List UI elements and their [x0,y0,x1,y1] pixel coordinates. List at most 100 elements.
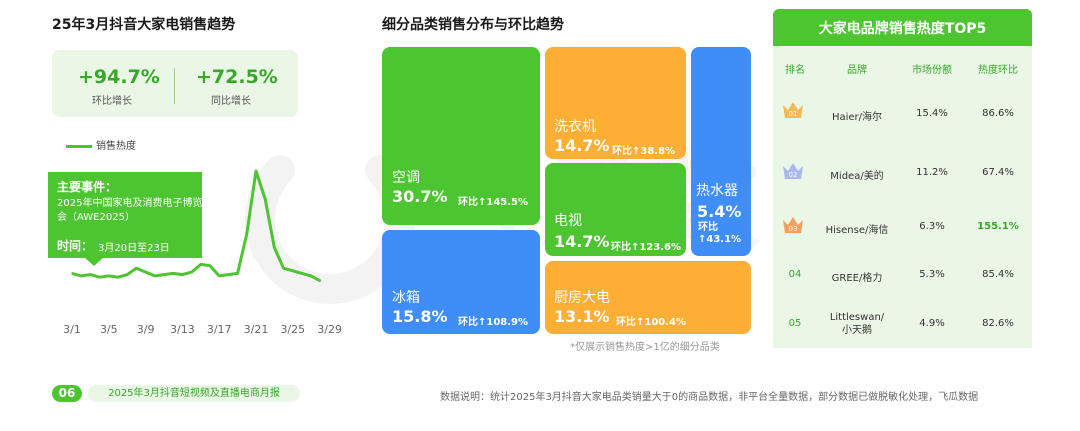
data-point [117,276,119,278]
rank-5: 05 [788,318,802,329]
tile-heater [691,47,751,256]
brand-3: Hisense/海信 [825,225,889,236]
col-share: 市场份额 [912,65,952,76]
tile-ac-name: 空调 [392,170,420,186]
tile-heater-mom: 环比 ↑43.1% [698,222,742,245]
tile-washer-mom: 环比↑38.8% [612,146,676,157]
tile-fridge-mom: 环比↑108.9% [458,317,529,328]
x-tick-label: 3/13 [170,323,195,336]
data-point [301,272,303,275]
data-point [172,272,174,275]
kpi-divider [174,68,175,104]
crown-silver-icon: 02 [783,163,803,179]
data-point [98,276,101,278]
data-point [181,273,184,276]
tile-tv [545,163,686,256]
data-point [108,275,110,277]
x-tick-label: 3/9 [137,323,155,336]
event-title: 主要事件： [57,180,118,194]
data-point [282,267,285,270]
share-3: 6.3% [919,221,945,232]
tile-ac-share: 30.7% [392,187,448,206]
crown-bronze-icon: 03 [783,217,803,233]
x-tick-label: 3/29 [317,323,342,336]
event-description: 2025年中国家电及消费电子博览会（AWE2025） [57,198,203,223]
category-note: *仅展示销售热度>1亿的细分品类 [570,342,720,353]
tile-fridge [382,230,540,334]
tile-ac-mom: 环比↑145.5% [458,197,529,208]
svg-text:02: 02 [789,171,798,179]
tile-fridge-share: 15.8% [392,307,448,326]
data-point [89,273,92,276]
x-tick-label: 3/25 [280,323,305,336]
event-time-label: 时间： [57,239,94,253]
share-2: 11.2% [916,167,948,178]
tile-ac [382,47,540,225]
data-point [292,270,294,272]
data-point [236,272,239,275]
data-point [310,275,313,277]
tile-tv-name: 电视 [554,213,582,229]
crown-gold-icon: 01 [783,102,803,118]
data-point [154,275,156,277]
data-point [80,275,82,277]
data-point [144,271,147,273]
tile-kitchen-mom: 环比↑100.4% [616,317,687,328]
share-4: 5.3% [919,269,945,280]
data-point [71,272,73,275]
top5-title: 大家电品牌销售热度TOP5 [818,21,987,37]
svg-text:01: 01 [789,110,798,118]
data-point [135,267,138,270]
svg-text:03: 03 [789,225,798,233]
legend-line-marker [66,145,92,148]
data-point [264,198,266,200]
report-name: 2025年3月抖音短视频及直播电商月报 [88,385,300,402]
brand-2: Midea/美的 [830,171,884,182]
mom-growth-label: 环比增长 [92,96,132,107]
mom-growth-value: +94.7% [78,66,160,88]
data-point [126,273,128,276]
tile-fridge-name: 冰箱 [392,290,420,306]
x-tick-label: 3/1 [63,323,81,336]
sales-trend-chart: 3/1 3/5 3/9 3/13 3/17 3/21 3/25 3/29 [63,169,342,336]
tile-kitchen [545,261,751,334]
mom-1: 86.6% [982,108,1014,119]
data-point [218,275,220,277]
data-point [246,232,248,235]
tile-kitchen-share: 13.1% [554,307,610,326]
tile-heater-name: 热水器 [696,183,738,199]
data-point [163,273,165,276]
yoy-growth-value: +72.5% [196,66,278,88]
x-tick-label: 3/21 [244,323,269,336]
x-tick-label: 3/17 [207,323,232,336]
col-mom: 热度环比 [978,65,1018,76]
mom-4: 85.4% [982,269,1014,280]
data-point [209,264,211,267]
tile-tv-share: 14.7% [554,232,610,251]
page-number: 06 [52,385,82,402]
data-point [255,170,257,172]
category-title: 细分品类销售分布与环比趋势 [382,17,564,33]
series-line-sales-heat [71,169,322,283]
legend-label: 销售热度 [96,141,136,152]
event-callout [48,172,202,258]
data-point [273,246,276,249]
col-brand: 品牌 [847,65,867,76]
share-5: 4.9% [919,318,945,329]
data-note: 数据说明：统计2025年3月抖音大家电品类销量大于0的商品数据，非平台全量数据，… [440,392,979,403]
mom-2: 67.4% [982,167,1014,178]
top5-table [773,46,1032,348]
brand-5: Littleswan/ 小天鹅 [829,312,885,336]
data-point [319,280,322,282]
brand-1: Haier/海尔 [831,112,883,123]
callout-pointer [84,257,104,266]
mom-5: 82.6% [982,318,1014,329]
data-point [200,263,202,266]
top5-header [773,9,1032,46]
tile-tv-mom: 环比↑123.6% [611,242,682,253]
data-point [190,271,193,273]
event-time-value: 3月20日至23日 [98,243,170,254]
data-point [227,273,230,276]
share-1: 15.4% [916,108,948,119]
rank-4: 04 [788,269,802,280]
